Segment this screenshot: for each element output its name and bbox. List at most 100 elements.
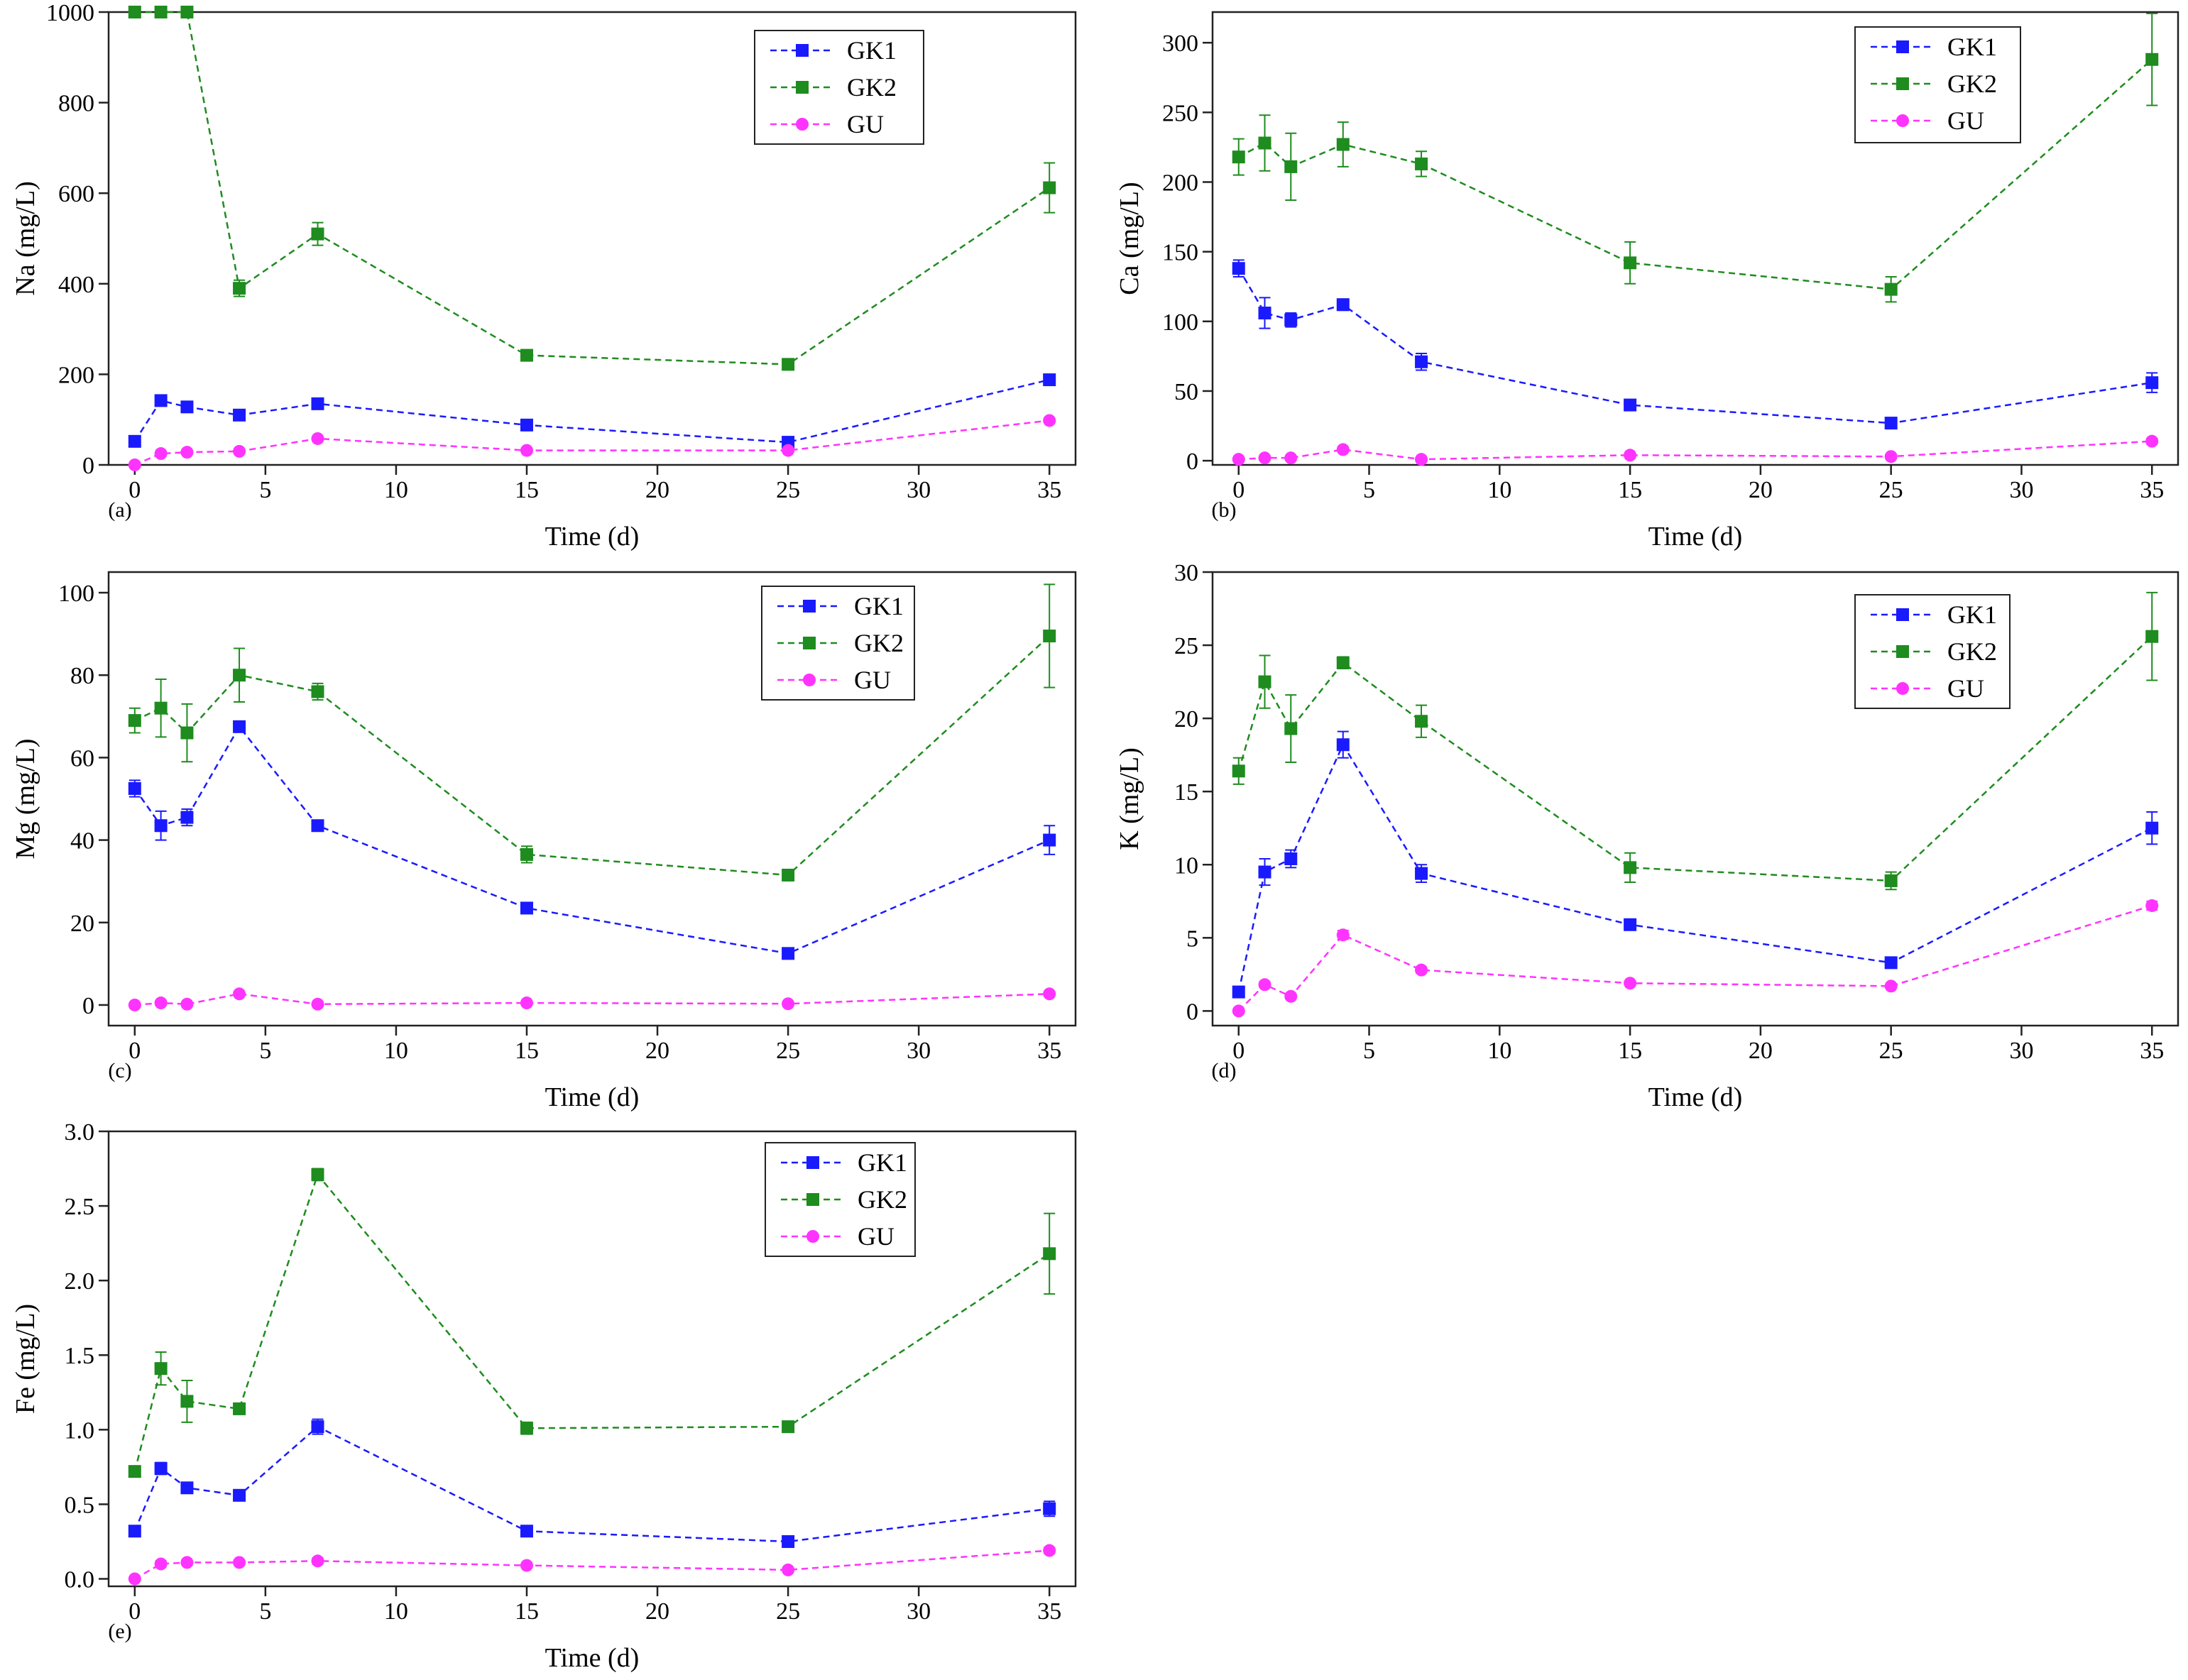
x-tick-label: 35 xyxy=(2140,1038,2164,1064)
data-point xyxy=(1284,852,1298,866)
data-point xyxy=(1258,136,1271,150)
data-point xyxy=(128,1525,141,1538)
data-point xyxy=(128,1572,141,1586)
data-point xyxy=(1884,417,1898,430)
chart-panel-e: 0 5 10 15 20 25 30 35 0.0 0.5 1.0 1.5 2.0 2.5 3.0 Time … xyxy=(11,1119,1077,1673)
x-tick-label: 15 xyxy=(515,1598,539,1625)
data-point xyxy=(1884,956,1898,970)
series-line xyxy=(1238,440,2153,461)
x-tick-label: 5 xyxy=(259,477,271,503)
data-point xyxy=(233,282,246,295)
legend-label-gu: GU xyxy=(1947,674,1984,703)
y-tick-label: 60 xyxy=(70,745,94,772)
legend-marker xyxy=(1896,77,1909,90)
y-tick-label: 25 xyxy=(1174,633,1198,659)
data-point xyxy=(233,1556,246,1569)
x-tick-label: 30 xyxy=(907,477,931,503)
y-tick-label: 0 xyxy=(1186,449,1198,475)
data-point xyxy=(1624,977,1637,990)
data-point xyxy=(782,1420,795,1434)
y-tick-label: 20 xyxy=(1174,706,1198,732)
data-point xyxy=(1258,451,1271,465)
legend: GK1 GK2 GU xyxy=(1854,26,2021,143)
y-tick-label: 30 xyxy=(1174,560,1198,586)
series-line xyxy=(1237,904,2153,1012)
legend-marker xyxy=(796,118,809,131)
data-point xyxy=(154,819,168,833)
x-tick-label: 15 xyxy=(515,1038,539,1064)
x-tick-label: 5 xyxy=(259,1598,271,1625)
data-point xyxy=(2145,376,2159,390)
data-point xyxy=(1043,1544,1056,1557)
legend-label-gk1: GK1 xyxy=(854,592,904,620)
x-tick-label: 20 xyxy=(645,1038,669,1064)
data-point xyxy=(782,1563,795,1576)
y-tick-label: 20 xyxy=(70,911,94,937)
x-tick-label: 35 xyxy=(2140,477,2164,503)
x-tick-label: 20 xyxy=(645,1598,669,1625)
data-point xyxy=(1884,979,1898,993)
series-line xyxy=(133,1425,1050,1543)
data-point xyxy=(180,726,194,740)
series-gu xyxy=(1232,899,2159,1018)
x-tick-label: 30 xyxy=(2009,1038,2033,1064)
data-point xyxy=(1258,675,1271,688)
legend: GK1 GK2 GU xyxy=(754,30,924,145)
data-point xyxy=(311,432,324,445)
data-point xyxy=(2145,53,2159,66)
x-tick-label: 10 xyxy=(1487,477,1511,503)
y-tick-label: 400 xyxy=(58,272,94,298)
data-point xyxy=(2145,434,2159,448)
data-point xyxy=(233,1402,246,1415)
y-tick-label: 3.0 xyxy=(65,1119,95,1146)
y-tick-label: 15 xyxy=(1174,779,1198,806)
y-tick-label: 600 xyxy=(58,181,94,207)
x-tick-label: 30 xyxy=(2009,477,2033,503)
data-point xyxy=(311,227,324,241)
data-point xyxy=(1284,989,1298,1003)
data-point xyxy=(520,901,533,915)
x-axis-title: Time (d) xyxy=(1648,1082,1743,1112)
data-point xyxy=(1284,451,1298,465)
data-point xyxy=(1415,453,1428,466)
panel-label: (e) xyxy=(108,1620,131,1643)
data-point xyxy=(1415,157,1428,170)
series-line xyxy=(133,1173,1050,1472)
series-line xyxy=(1237,635,2153,882)
x-tick-label: 20 xyxy=(1749,477,1773,503)
data-point xyxy=(1284,313,1298,326)
y-tick-label: 1000 xyxy=(46,0,94,26)
data-point xyxy=(1415,867,1428,880)
data-point xyxy=(128,998,141,1011)
data-point xyxy=(128,1465,141,1478)
data-point xyxy=(1624,398,1637,412)
legend-marker xyxy=(803,637,816,649)
legend-label-gk1: GK1 xyxy=(1947,600,1997,629)
data-point xyxy=(1336,738,1350,752)
data-point xyxy=(1258,865,1271,879)
legend-label-gk2: GK2 xyxy=(854,629,904,657)
legend-label-gk1: GK1 xyxy=(858,1148,907,1177)
data-point xyxy=(233,444,246,458)
y-tick-label: 1.5 xyxy=(65,1343,95,1369)
legend-box xyxy=(754,30,924,145)
x-axis-title: Time (d) xyxy=(545,1643,640,1673)
plot-frame xyxy=(107,571,1077,1027)
data-point xyxy=(1415,963,1428,977)
data-point xyxy=(128,434,141,448)
data-point xyxy=(2145,821,2159,835)
x-tick-label: 15 xyxy=(1618,1038,1642,1064)
data-point xyxy=(2145,630,2159,643)
legend-label-gu: GU xyxy=(1947,106,1984,135)
data-point xyxy=(520,1559,533,1572)
y-tick-label: 150 xyxy=(1162,240,1198,266)
legend-marker xyxy=(806,1230,819,1243)
y-tick-label: 250 xyxy=(1162,100,1198,126)
legend-label-gk2: GK2 xyxy=(847,73,897,101)
data-point xyxy=(1043,414,1056,427)
panel-label: (a) xyxy=(108,498,131,522)
series-gk1 xyxy=(128,720,1056,960)
panel-label: (d) xyxy=(1212,1059,1237,1082)
data-point xyxy=(154,447,168,461)
